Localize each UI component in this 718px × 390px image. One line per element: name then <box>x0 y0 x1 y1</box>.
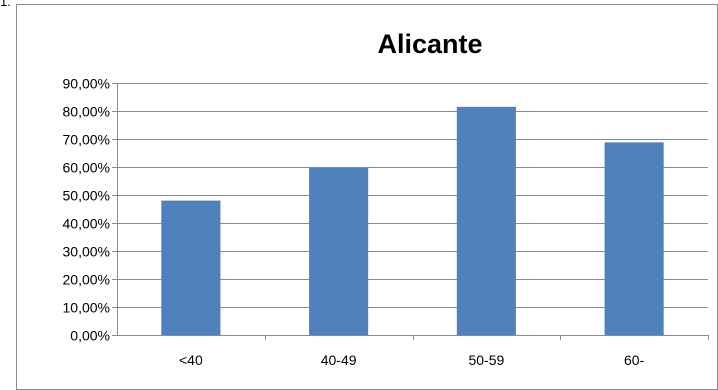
chart-title: Alicante <box>377 29 482 59</box>
bar <box>161 200 221 335</box>
y-tick-label: 60,00% <box>63 160 110 176</box>
x-tick-label: 50-59 <box>468 352 504 368</box>
axis-layer: 0,00% 10,00% 20,00% 30,00% 40,00% 50,00% 60,00… <box>63 76 709 368</box>
y-tick-label: 0,00% <box>70 328 110 344</box>
bar-layer <box>161 106 664 335</box>
y-tick-label: 40,00% <box>63 216 110 232</box>
bar <box>309 167 369 335</box>
bar <box>456 106 516 335</box>
y-tick-label: 10,00% <box>63 300 110 316</box>
x-tick-label: 40-49 <box>321 352 357 368</box>
corner-mark: 1. <box>0 0 11 9</box>
y-tick-label: 30,00% <box>63 244 110 260</box>
x-tick-label: 60- <box>624 352 645 368</box>
y-tick-label: 70,00% <box>63 132 110 148</box>
bar <box>604 142 664 335</box>
chart-frame: Alicante 0,00% 10,00% 20,00% 30,00% 40,00% 50… <box>16 4 718 390</box>
bar-chart: Alicante 0,00% 10,00% 20,00% 30,00% 40,00% 50… <box>63 29 709 368</box>
x-tick-label: <40 <box>179 352 203 368</box>
y-tick-label: 80,00% <box>63 104 110 120</box>
y-tick-label: 50,00% <box>63 188 110 204</box>
y-tick-label: 90,00% <box>63 76 110 92</box>
y-tick-label: 20,00% <box>63 272 110 288</box>
